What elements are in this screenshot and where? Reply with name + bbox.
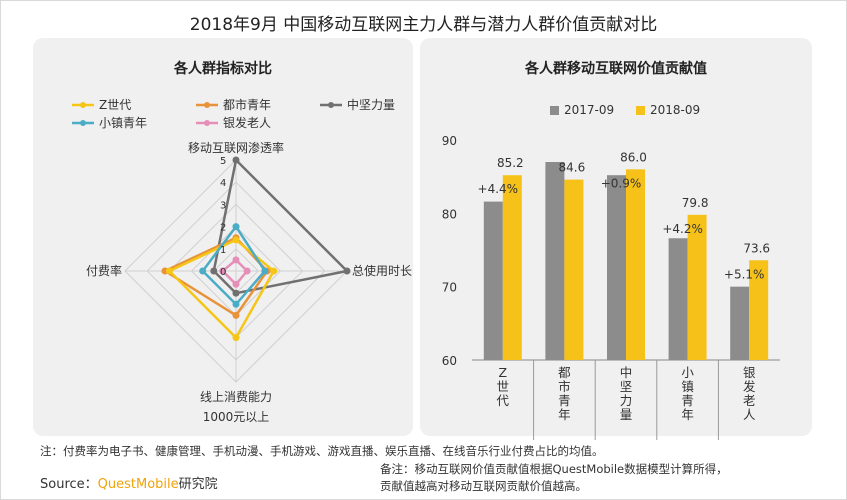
remark: 备注：移动互联网价值贡献值根据QuestMobile数据模型计算所得， 贡献值越…: [380, 461, 728, 495]
footnote: 注：付费率为电子书、健康管理、手机动漫、手机游戏、游戏直播、娱乐直播、在线音乐行…: [40, 444, 604, 458]
legend-silver-label: 银发老人: [223, 116, 272, 130]
source-label: Source：: [40, 477, 98, 492]
legend-2017-swatch: [550, 105, 559, 115]
legend-middle-aged-label: 中坚力量: [347, 98, 396, 112]
legend-urban-youth-marker: [196, 101, 218, 108]
legend-middle-aged-marker: [320, 101, 342, 108]
legend-town-youth: 小镇青年: [72, 114, 147, 131]
radar-title: 各人群指标对比: [174, 61, 272, 77]
legend-2017: 2017-09: [550, 103, 614, 117]
legend-2018-swatch: [636, 105, 645, 115]
legend-town-youth-label: 小镇青年: [99, 116, 148, 130]
legend-middle-aged: 中坚力量: [320, 96, 395, 113]
legend-2018-label: 2018-09: [650, 103, 701, 117]
legend-urban-youth-label: 都市青年: [223, 98, 272, 112]
source-line: Source：QuestMobile研究院: [40, 473, 218, 492]
remark-line-2: 贡献值越高对移动互联网贡献价值越高。: [380, 479, 587, 493]
legend-2017-label: 2017-09: [564, 103, 615, 117]
legend-town-youth-marker: [72, 119, 94, 126]
page-title: 2018年9月 中国移动互联网主力人群与潜力人群价值贡献对比: [189, 15, 658, 35]
legend-urban-youth: 都市青年: [196, 96, 271, 113]
source-suffix: 研究院: [178, 477, 218, 492]
bar-title: 各人群移动互联网价值贡献值: [525, 61, 707, 77]
legend-silver-marker: [196, 119, 218, 126]
legend-z-gen-marker: [72, 101, 94, 108]
bar-panel: [420, 38, 812, 436]
legend-z-gen-label: Z世代: [99, 98, 132, 112]
source-brand: QuestMobile: [97, 477, 179, 492]
legend-z-gen: Z世代: [72, 96, 131, 113]
legend-2018: 2018-09: [636, 103, 700, 117]
remark-line-1: 备注：移动互联网价值贡献值根据QuestMobile数据模型计算所得，: [380, 462, 728, 476]
legend-silver: 银发老人: [196, 114, 271, 131]
